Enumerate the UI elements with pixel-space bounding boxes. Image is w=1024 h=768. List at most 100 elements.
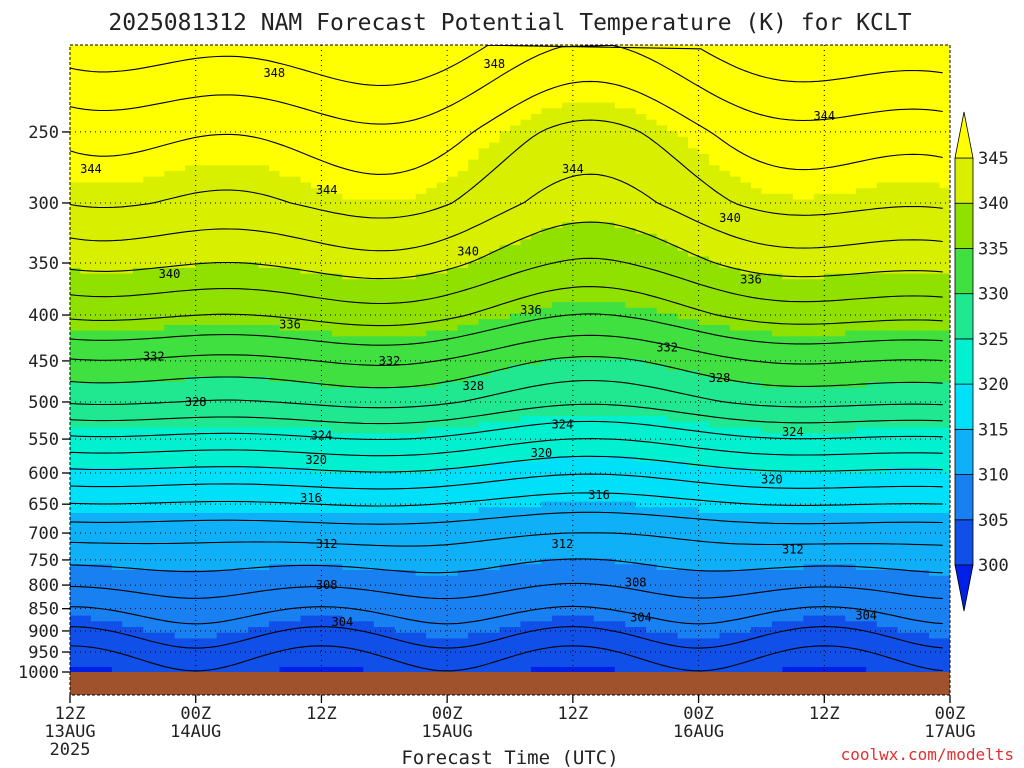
field-cell xyxy=(468,312,480,320)
field-cell xyxy=(248,632,260,639)
field-cell xyxy=(489,113,501,120)
field-cell xyxy=(227,501,239,508)
field-cell xyxy=(164,626,176,633)
field-cell xyxy=(248,278,260,285)
field-cell xyxy=(237,176,249,183)
field-cell xyxy=(499,153,511,160)
field-cell xyxy=(290,50,302,57)
field-cell xyxy=(394,597,406,605)
field-cell xyxy=(111,369,123,377)
field-cell xyxy=(384,449,396,456)
field-cell xyxy=(216,255,228,263)
field-cell xyxy=(415,62,427,69)
field-cell xyxy=(122,643,134,650)
field-cell xyxy=(153,227,165,234)
field-cell xyxy=(510,597,522,605)
field-cell xyxy=(122,278,134,285)
field-cell xyxy=(248,159,260,166)
field-cell xyxy=(269,535,281,542)
field-cell xyxy=(174,278,186,285)
field-cell xyxy=(90,666,103,673)
field-cell xyxy=(227,147,239,154)
field-cell xyxy=(132,381,144,388)
field-cell xyxy=(195,273,207,280)
field-cell xyxy=(111,267,123,274)
field-cell xyxy=(342,637,354,645)
field-cell xyxy=(132,421,144,428)
field-cell xyxy=(468,181,480,189)
field-cell xyxy=(290,444,302,451)
field-cell xyxy=(363,438,375,445)
field-cell xyxy=(331,404,343,411)
field-cell xyxy=(143,84,155,92)
field-cell xyxy=(342,204,354,211)
field-cell xyxy=(132,552,144,559)
field-cell xyxy=(321,404,333,411)
field-cell xyxy=(342,176,354,183)
field-cell xyxy=(185,324,197,331)
field-cell xyxy=(520,632,532,639)
field-cell xyxy=(300,312,312,320)
field-cell xyxy=(530,159,543,166)
field-cell xyxy=(195,204,207,211)
field-cell xyxy=(300,358,312,365)
field-cell xyxy=(248,250,260,257)
field-cell xyxy=(436,347,448,354)
field-cell xyxy=(478,375,490,382)
field-cell xyxy=(321,102,333,109)
field-cell xyxy=(227,312,239,320)
field-cell xyxy=(164,449,176,456)
field-cell xyxy=(436,404,448,411)
field-cell xyxy=(279,267,291,274)
field-cell xyxy=(342,518,354,525)
field-cell xyxy=(530,369,543,377)
field-cell xyxy=(132,130,144,137)
field-cell xyxy=(174,210,186,217)
field-cell xyxy=(90,592,103,599)
field-cell xyxy=(279,238,291,246)
field-cell xyxy=(122,666,134,673)
field-cell xyxy=(80,261,92,268)
field-cell xyxy=(80,318,92,325)
field-cell xyxy=(216,45,228,52)
field-cell xyxy=(80,312,92,320)
field-cell xyxy=(310,535,323,542)
field-cell xyxy=(489,50,501,57)
field-cell xyxy=(80,153,92,160)
field-cell xyxy=(405,278,417,285)
field-cell xyxy=(70,478,82,485)
field-cell xyxy=(269,569,281,576)
field-cell xyxy=(415,375,427,382)
field-cell xyxy=(153,198,165,206)
field-cell xyxy=(111,660,123,667)
field-cell xyxy=(352,512,364,519)
field-cell xyxy=(111,318,123,325)
field-cell xyxy=(373,233,385,240)
field-cell xyxy=(80,415,92,422)
field-cell xyxy=(457,330,469,337)
field-cell xyxy=(237,415,249,422)
field-cell xyxy=(216,364,228,371)
field-cell xyxy=(394,238,406,246)
field-cell xyxy=(352,324,364,331)
field-cell xyxy=(153,130,165,137)
field-cell xyxy=(90,347,103,354)
field-cell xyxy=(520,438,532,445)
field-cell xyxy=(174,62,186,69)
field-cell xyxy=(70,615,82,622)
field-cell xyxy=(80,506,92,513)
field-cell xyxy=(489,438,501,445)
field-cell xyxy=(258,381,270,388)
field-cell xyxy=(394,330,406,337)
field-cell xyxy=(164,141,176,149)
field-cell xyxy=(216,198,228,206)
field-cell xyxy=(373,187,385,194)
field-cell xyxy=(499,569,511,576)
field-cell xyxy=(237,181,249,189)
field-cell xyxy=(248,580,260,588)
field-cell xyxy=(248,187,260,194)
field-cell xyxy=(352,643,364,650)
field-cell xyxy=(143,193,155,200)
field-cell xyxy=(384,193,396,200)
field-cell xyxy=(541,506,553,513)
